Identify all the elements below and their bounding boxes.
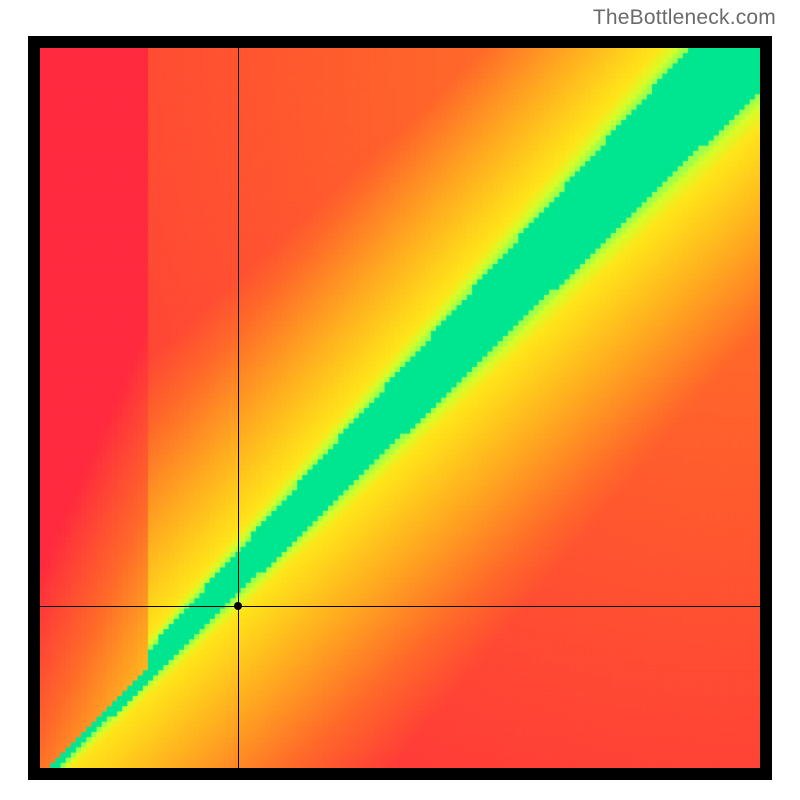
crosshair-marker: [234, 602, 242, 610]
chart-container: TheBottleneck.com: [0, 0, 800, 800]
plot-area: [40, 48, 760, 768]
crosshair-vertical: [238, 48, 239, 768]
crosshair-horizontal: [40, 606, 760, 607]
heatmap-canvas: [40, 48, 760, 768]
watermark-text: TheBottleneck.com: [593, 6, 776, 30]
plot-frame-border: [28, 36, 772, 780]
